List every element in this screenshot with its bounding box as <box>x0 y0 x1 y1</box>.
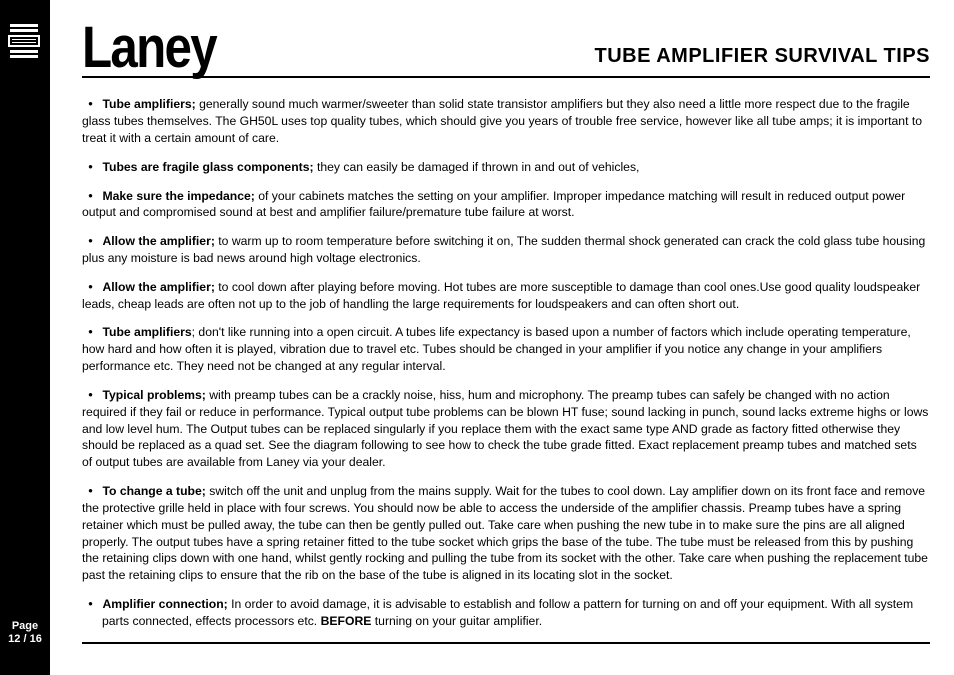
page-main: Laney TUBE AMPLIFIER SURVIVAL TIPS • Tub… <box>82 22 930 644</box>
tip-lead: Tubes are fragile glass components; <box>102 160 313 174</box>
tip-lead: Allow the amplifier; <box>102 234 214 248</box>
tip-body-post: turning on your guitar amplifier. <box>371 614 542 628</box>
page-header: Laney TUBE AMPLIFIER SURVIVAL TIPS <box>82 22 930 78</box>
page-number: Page 12 / 16 <box>0 620 50 648</box>
page-counter: 12 / 16 <box>0 633 50 647</box>
tip-item: • Typical problems; with preamp tubes ca… <box>82 387 930 471</box>
tip-lead: To change a tube; <box>102 484 205 498</box>
manual-icon <box>8 24 40 62</box>
page-title: TUBE AMPLIFIER SURVIVAL TIPS <box>594 45 930 74</box>
tip-item: • Allow the amplifier; to cool down afte… <box>82 279 930 313</box>
footer-rule <box>82 642 930 644</box>
tip-body: switch off the unit and unplug from the … <box>82 484 928 582</box>
tip-item: • To change a tube; switch off the unit … <box>82 483 930 584</box>
tip-item: • Tubes are fragile glass components; th… <box>82 159 930 176</box>
tip-lead: Tube amplifiers; <box>102 97 195 111</box>
tip-lead: Make sure the impedance; <box>102 189 254 203</box>
tip-item: • Make sure the impedance; of your cabin… <box>82 188 930 222</box>
tip-body: ; don't like running into a open circuit… <box>82 325 911 373</box>
tip-item: • Amplifier connection; In order to avoi… <box>82 596 930 630</box>
content-body: • Tube amplifiers; generally sound much … <box>82 96 930 644</box>
tip-lead: Allow the amplifier; <box>102 280 214 294</box>
tip-item: • Tube amplifiers; generally sound much … <box>82 96 930 146</box>
tip-item: • Allow the amplifier; to warm up to roo… <box>82 233 930 267</box>
tip-lead: Amplifier connection; <box>102 597 227 611</box>
tip-body: generally sound much warmer/sweeter than… <box>82 97 922 145</box>
tip-lead: Typical problems; <box>102 388 205 402</box>
left-sidebar: Page 12 / 16 <box>0 0 50 675</box>
page-label: Page <box>0 620 50 634</box>
tip-item: • Tube amplifiers; don't like running in… <box>82 324 930 374</box>
brand-logo: Laney <box>82 22 216 74</box>
tip-lead: Tube amplifiers <box>102 325 191 339</box>
tip-body: with preamp tubes can be a crackly noise… <box>82 388 928 469</box>
tip-strong: BEFORE <box>321 614 372 628</box>
tip-body: they can easily be damaged if thrown in … <box>314 160 640 174</box>
